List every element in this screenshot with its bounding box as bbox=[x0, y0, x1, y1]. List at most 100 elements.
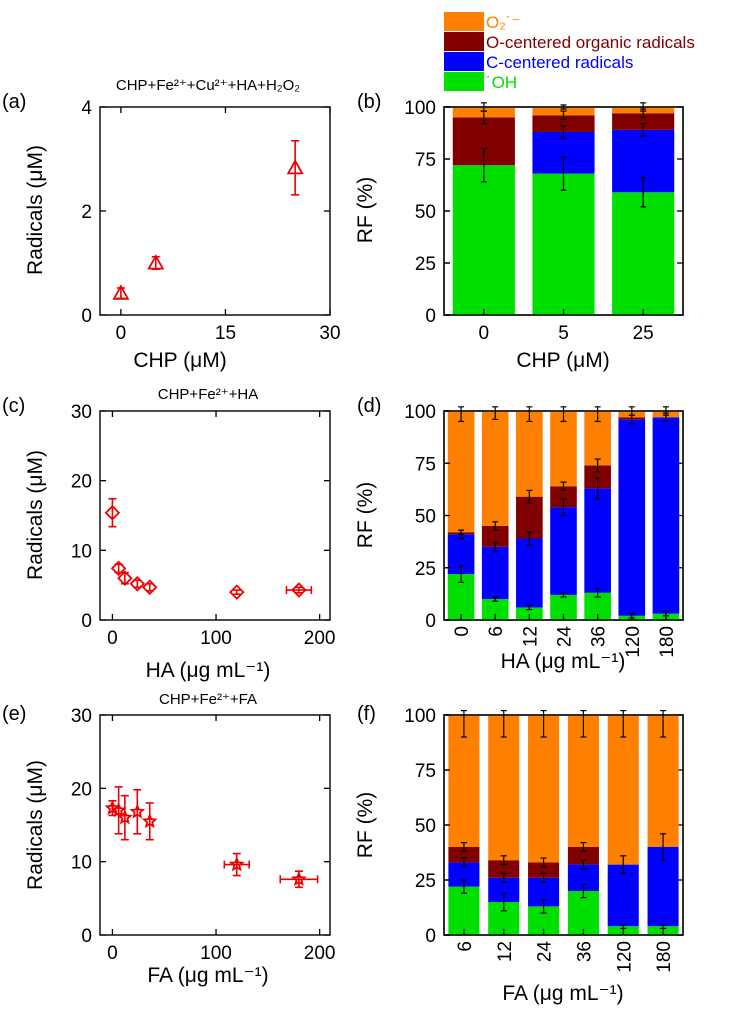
panel-label: (c) bbox=[2, 395, 25, 417]
bar-stack bbox=[618, 406, 646, 620]
legend-swatch-oc bbox=[444, 32, 484, 51]
data-point bbox=[129, 576, 146, 592]
bar-segment-oh bbox=[567, 891, 599, 935]
y-tick-label: 0 bbox=[81, 306, 92, 327]
y-axis-title: RF (%) bbox=[354, 177, 377, 244]
data-point bbox=[223, 852, 250, 877]
x-axis-title: CHP (μM) bbox=[133, 349, 226, 372]
bar-segment-oh bbox=[516, 607, 543, 620]
data-point bbox=[141, 579, 158, 596]
triangle-marker bbox=[286, 158, 304, 175]
bar-segment-oc bbox=[584, 465, 611, 489]
x-tick-label: 25 bbox=[633, 323, 654, 344]
y-tick-label: 75 bbox=[415, 454, 436, 475]
bar-stack bbox=[532, 104, 595, 315]
bar-segment-oh bbox=[452, 165, 515, 315]
plot-frame bbox=[99, 106, 331, 316]
x-tick-label: 200 bbox=[304, 628, 336, 649]
y-tick-label: 25 bbox=[415, 559, 436, 580]
y-tick-label: 100 bbox=[404, 98, 436, 119]
x-axis-title: FA (μg mL⁻¹) bbox=[502, 982, 623, 1005]
x-tick-label: 200 bbox=[304, 943, 336, 964]
x-axis-title: CHP (μM) bbox=[516, 349, 609, 372]
x-tick-label: 12 bbox=[495, 941, 516, 962]
y-tick-label: 0 bbox=[425, 926, 436, 947]
panel-label: (b) bbox=[357, 91, 381, 113]
triangle-marker bbox=[112, 284, 130, 300]
y-tick-label: 30 bbox=[71, 402, 92, 423]
bar-segment-oc bbox=[516, 496, 543, 539]
star-marker bbox=[104, 799, 121, 815]
y-axis-title: Radicals (μM) bbox=[24, 145, 47, 275]
panel-b: 0 25 50 75 100 (b) CHP (μM) RF (%) 0 5 25 bbox=[354, 91, 684, 372]
data-point bbox=[147, 254, 165, 271]
x-tick-label: 6 bbox=[486, 626, 507, 637]
bar-segment-o2 bbox=[481, 411, 509, 526]
x-tick-label: 100 bbox=[200, 628, 232, 649]
data-point bbox=[141, 802, 158, 841]
panel-d: 0 25 50 75 100 (d) HA (μg mL⁻¹) RF (%) 0 6 12 24 36 1… bbox=[354, 395, 684, 673]
bar-stack bbox=[481, 406, 509, 620]
bar-stack bbox=[607, 709, 639, 935]
diamond-marker bbox=[110, 560, 127, 577]
bar-stack bbox=[448, 709, 480, 935]
panel-label: (e) bbox=[2, 703, 26, 725]
y-tick-label: 0 bbox=[81, 611, 92, 632]
x-tick-label: 120 bbox=[623, 626, 644, 658]
bar-segment-oh bbox=[481, 599, 509, 620]
legend: O₂˙⁻O-centered organic radicalsC-centere… bbox=[444, 12, 695, 92]
bar-segment-oc bbox=[481, 525, 509, 547]
panel-f: 0 25 50 75 100 (f) FA (μg mL⁻¹) RF (%) 6 12 24 36 12… bbox=[354, 703, 684, 1005]
bar-segment-oc bbox=[528, 862, 560, 878]
plot-frame-top bbox=[443, 714, 684, 936]
bar-stack bbox=[447, 406, 475, 620]
x-tick-label: 15 bbox=[215, 323, 236, 344]
y-tick-label: 20 bbox=[71, 779, 92, 800]
bar-segment-o2 bbox=[447, 411, 475, 533]
y-axis-title: RF (%) bbox=[354, 792, 377, 859]
y-tick-label: 20 bbox=[71, 472, 92, 493]
panel-e: 0 10 20 30 (e) CHP+Fe²⁺+FA FA (μg mL⁻¹) Radical… bbox=[2, 691, 335, 987]
x-tick-label: 0 bbox=[116, 323, 127, 344]
star-marker bbox=[116, 809, 133, 825]
bar-stack bbox=[550, 406, 577, 620]
y-tick-label: 50 bbox=[415, 816, 436, 837]
data-point bbox=[129, 788, 146, 835]
y-tick-label: 0 bbox=[425, 611, 436, 632]
legend-label-oc: O-centered organic radicals bbox=[486, 33, 695, 52]
y-tick-label: 10 bbox=[71, 853, 92, 874]
bar-segment-oh bbox=[532, 173, 595, 315]
data-point bbox=[116, 794, 133, 841]
bar-stack bbox=[528, 709, 560, 935]
diamond-marker bbox=[104, 504, 121, 521]
data-point bbox=[229, 584, 245, 600]
bar-segment-cc bbox=[607, 864, 639, 927]
bar-segment-o2 bbox=[607, 715, 639, 865]
diamond-marker bbox=[117, 570, 133, 586]
bar-segment-oc bbox=[612, 113, 675, 130]
bar-segment-o2 bbox=[528, 715, 560, 863]
bar-segment-oc bbox=[532, 115, 595, 132]
data-point bbox=[112, 284, 130, 300]
legend-swatch-o2 bbox=[444, 12, 484, 31]
bar-segment-o2 bbox=[516, 411, 543, 497]
y-tick-label: 0 bbox=[425, 306, 436, 327]
panel-c: 0 10 20 30 (c) CHP+Fe²⁺+HA HA (μg mL⁻¹) Radical… bbox=[2, 386, 335, 682]
triangle-marker bbox=[147, 254, 165, 270]
bar-segment-cc bbox=[652, 417, 680, 614]
legend-label-o2: O₂˙⁻ bbox=[486, 13, 520, 32]
x-axis-title: HA (μg mL⁻¹) bbox=[146, 659, 271, 682]
legend-swatch-cc bbox=[444, 52, 484, 71]
x-tick-label: 6 bbox=[455, 941, 476, 952]
x-tick-label: 180 bbox=[654, 941, 675, 973]
x-tick-label: 24 bbox=[535, 941, 556, 963]
y-tick-label: 75 bbox=[415, 150, 436, 171]
bar-stack bbox=[452, 102, 515, 315]
x-tick-label: 0 bbox=[452, 626, 473, 637]
bar-stack bbox=[652, 406, 680, 620]
data-point bbox=[110, 786, 127, 835]
x-tick-label: 0 bbox=[107, 943, 118, 964]
diamond-marker bbox=[141, 579, 158, 596]
